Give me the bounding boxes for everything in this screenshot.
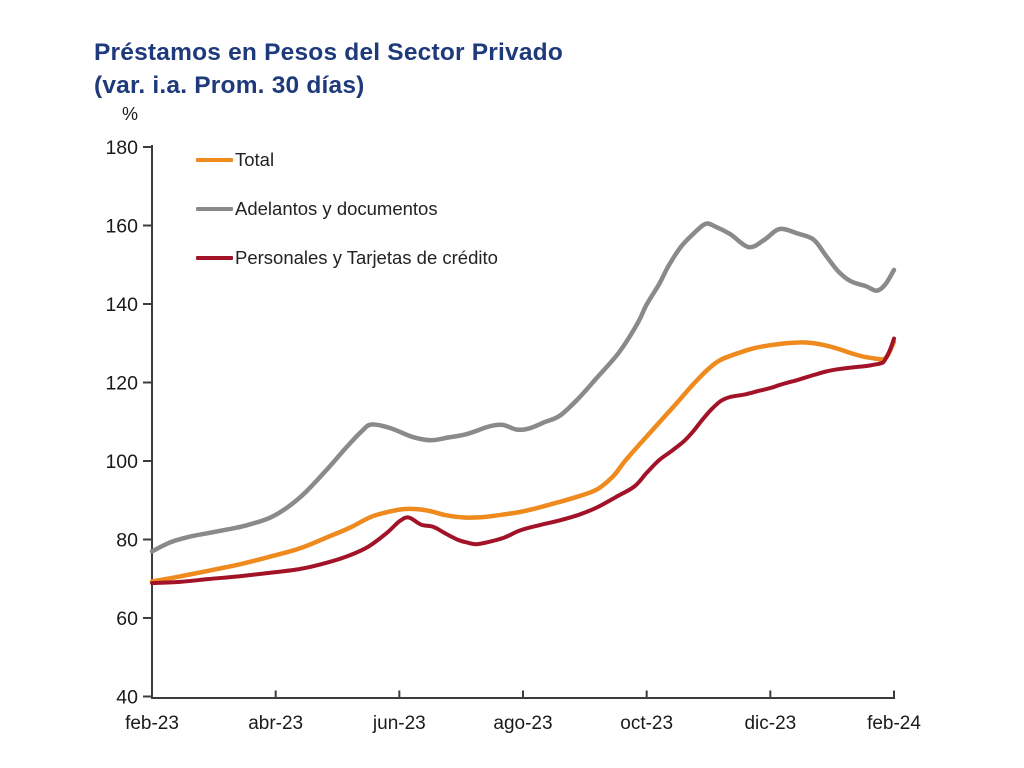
series-line-1 bbox=[149, 221, 897, 554]
y-tick-label: 80 bbox=[116, 530, 138, 552]
y-tick-label: 40 bbox=[116, 687, 138, 709]
x-tick-label: oct-23 bbox=[620, 713, 673, 734]
legend-label-total: Total bbox=[235, 149, 275, 170]
legend-item-adelantos: Adelantos y documentos bbox=[196, 198, 498, 220]
legend-item-total: Total bbox=[196, 149, 498, 171]
x-tick-label: abr-23 bbox=[248, 713, 303, 734]
legend-label-adelantos: Adelantos y documentos bbox=[235, 198, 438, 219]
x-tick-label: jun-23 bbox=[372, 713, 426, 734]
series-line-2 bbox=[150, 336, 896, 586]
y-tick-label: 140 bbox=[105, 294, 138, 316]
y-tick-label: 60 bbox=[116, 608, 138, 630]
total-line-swatch-icon bbox=[196, 157, 233, 163]
legend-label-personales: Personales y Tarjetas de crédito bbox=[235, 247, 498, 268]
legend-item-personales: Personales y Tarjetas de crédito bbox=[196, 247, 498, 269]
y-tick-label: 120 bbox=[105, 373, 138, 395]
chart-title: Préstamos en Pesos del Sector Privado (v… bbox=[94, 36, 563, 102]
y-tick-label: 100 bbox=[105, 451, 138, 473]
y-axis-unit-label: % bbox=[122, 104, 139, 124]
chart-legend: Total Adelantos y documentos Personales … bbox=[196, 149, 498, 269]
x-tick-label: feb-23 bbox=[125, 713, 179, 734]
x-tick-label: ago-23 bbox=[493, 713, 552, 734]
x-tick-label: dic-23 bbox=[744, 713, 796, 734]
chart-title-line2: (var. i.a. Prom. 30 días) bbox=[94, 72, 365, 99]
adelantos-line-swatch-icon bbox=[196, 206, 233, 212]
x-tick-label: feb-24 bbox=[867, 713, 921, 734]
y-tick-label: 160 bbox=[105, 216, 138, 238]
series-line-0 bbox=[149, 339, 897, 584]
personales-line-swatch-icon bbox=[196, 255, 233, 261]
chart-title-line1: Préstamos en Pesos del Sector Privado bbox=[94, 39, 564, 66]
y-tick-label: 180 bbox=[105, 137, 138, 159]
